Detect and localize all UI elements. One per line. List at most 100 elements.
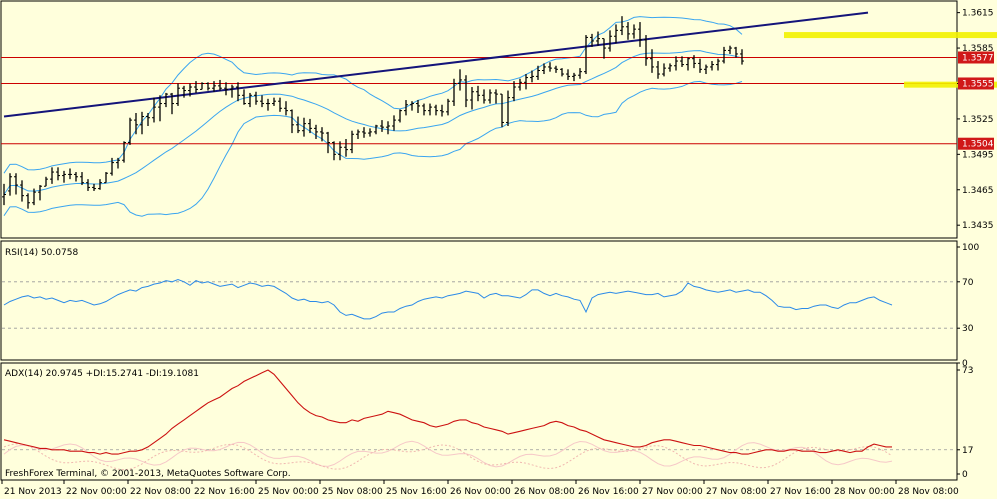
- adx-series: [2, 369, 956, 471]
- ohlc-bar: [668, 63, 672, 72]
- ohlc-bar: [578, 68, 582, 79]
- ohlc-bar: [524, 74, 528, 90]
- ohlc-bar: [386, 121, 390, 135]
- price-badge-label: 1.3504: [962, 140, 994, 150]
- time-tick-label: 25 Nov 16:00: [386, 487, 447, 497]
- ohlc-bar: [68, 168, 72, 180]
- adx-tick-label: 17: [962, 446, 973, 456]
- bollinger-upper-band: [3, 16, 743, 174]
- ohlc-bar: [14, 173, 18, 195]
- plus-di-line: [3, 440, 893, 468]
- ohlc-bar: [92, 183, 96, 191]
- ohlc-bar: [446, 98, 450, 116]
- ohlc-bar: [584, 35, 588, 75]
- time-tick-label: 26 Nov 08:00: [514, 487, 575, 497]
- trendline: [3, 11, 869, 118]
- price-badge: [958, 51, 994, 64]
- ohlc-bar: [266, 98, 270, 111]
- price-tick-label: 1.3525: [962, 115, 994, 125]
- ascending-trendline: [3, 11, 869, 118]
- price-tick-label: 1.3615: [962, 9, 994, 19]
- rsi-tick-label: 70: [962, 278, 974, 288]
- ohlc-bar: [536, 65, 540, 80]
- ohlc-bar: [104, 172, 108, 184]
- time-tick-label: 25 Nov 08:00: [322, 487, 383, 497]
- ohlc-bar: [80, 172, 84, 186]
- ohlc-bar: [722, 46, 726, 64]
- time-tick-label: 26 Nov 00:00: [450, 487, 511, 497]
- time-tick-label: 22 Nov 16:00: [194, 487, 255, 497]
- ohlc-bar: [338, 141, 342, 161]
- time-tick-label: 21 Nov 2013: [4, 487, 62, 497]
- ohlc-bar: [368, 128, 372, 137]
- ohlc-bar: [728, 45, 732, 54]
- price-badge-label: 1.3555: [962, 79, 994, 89]
- ohlc-bar: [404, 100, 408, 116]
- ohlc-bar: [362, 127, 366, 138]
- ohlc-bar: [554, 65, 558, 73]
- ohlc-bar: [530, 70, 534, 83]
- ohlc-bar: [20, 180, 24, 202]
- ohlc-bar: [200, 82, 204, 90]
- copyright-footer: FreshForex Terminal, © 2001-2013, MetaQu…: [5, 469, 291, 479]
- ohlc-bar: [38, 185, 42, 201]
- ohlc-bar: [680, 56, 684, 67]
- ohlc-bar: [356, 129, 360, 139]
- ohlc-bar: [230, 84, 234, 98]
- price-axis: 1.3615 1.3585 1.3555 1.3525 1.3495 1.3465 1.34…: [957, 9, 994, 231]
- ohlc-bar: [518, 78, 522, 91]
- time-tick-label: 28 Nov 00:00: [834, 487, 895, 497]
- ohlc-bar: [50, 167, 54, 184]
- ohlc-bar: [278, 97, 282, 112]
- ohlc-bar: [122, 141, 126, 163]
- ohlc-bar: [374, 124, 378, 135]
- ohlc-bar: [140, 111, 144, 135]
- ohlc-bar: [116, 157, 120, 169]
- ohlc-bar: [128, 117, 132, 145]
- ohlc-bar: [638, 22, 642, 47]
- ohlc-bar: [596, 31, 600, 46]
- rsi-line: [3, 278, 893, 320]
- price-badge: [958, 137, 994, 150]
- ohlc-bar: [698, 58, 702, 73]
- rsi-label: RSI(14) 50.0758: [5, 248, 78, 258]
- ohlc-bar: [500, 93, 504, 128]
- ohlc-bar: [56, 167, 60, 181]
- ohlc-bar: [344, 138, 348, 157]
- time-tick-label: 27 Nov 00:00: [642, 487, 703, 497]
- ohlc-bar: [656, 61, 660, 79]
- ohlc-bar: [620, 16, 624, 36]
- ohlc-bar: [110, 157, 114, 176]
- ohlc-bar: [488, 89, 492, 104]
- adx-label: ADX(14) 20.9745 +DI:15.2741 -DI:19.1081: [5, 369, 199, 379]
- ohlc-bar: [428, 103, 432, 116]
- time-tick-label: 26 Nov 16:00: [578, 487, 639, 497]
- ohlc-bar: [710, 61, 714, 71]
- ohlc-bar: [506, 90, 510, 126]
- time-tick-label: 28 Nov 08:00: [898, 487, 959, 497]
- ohlc-bar: [164, 92, 168, 108]
- ohlc-bar: [662, 63, 666, 77]
- ohlc-bar: [452, 78, 456, 106]
- ohlc-bar: [422, 103, 426, 116]
- ohlc-bar: [512, 81, 516, 102]
- ohlc-bar: [686, 57, 690, 71]
- ohlc-bar: [392, 115, 396, 131]
- ohlc-bar: [176, 83, 180, 106]
- price-tick-label: 1.3465: [962, 186, 994, 196]
- ohlc-bar: [146, 113, 150, 126]
- adx-panel-frame: [0, 362, 958, 481]
- ohlc-bar: [194, 81, 198, 93]
- ohlc-bar: [74, 172, 78, 182]
- yellow-zones: [784, 32, 997, 88]
- ohlc-bar: [284, 101, 288, 116]
- ohlc-bar: [494, 89, 498, 104]
- time-tick-label: 27 Nov 08:00: [706, 487, 767, 497]
- rsi-series: [2, 278, 956, 329]
- price-tick-label: 1.3495: [962, 150, 994, 160]
- ohlc-bar: [470, 87, 474, 110]
- price-badge-label: 1.3577: [962, 54, 994, 64]
